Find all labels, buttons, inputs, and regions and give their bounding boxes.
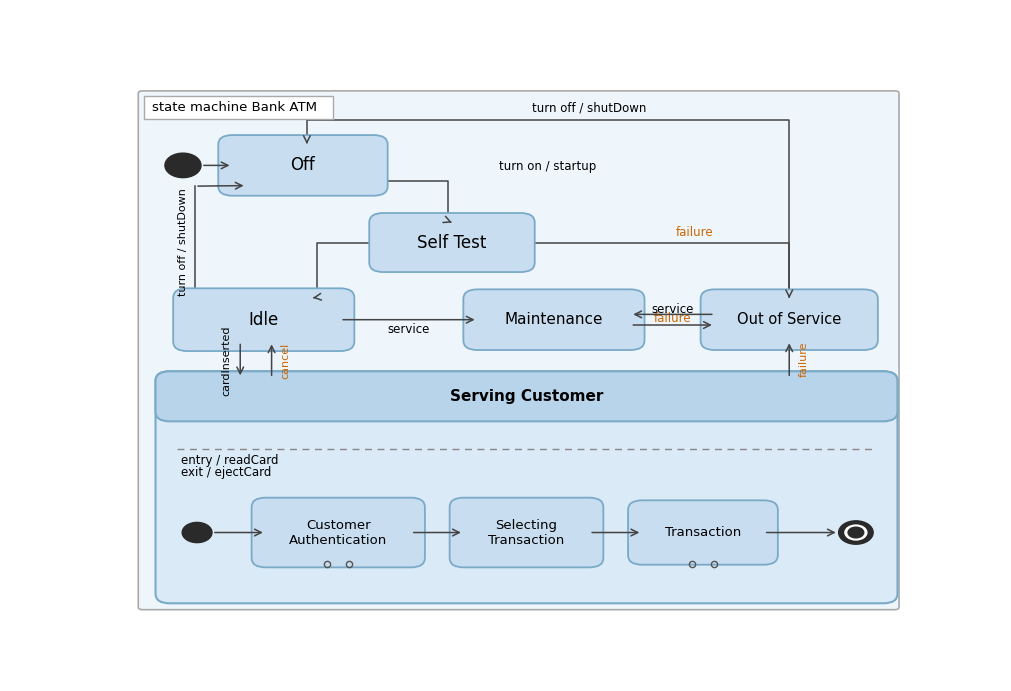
FancyBboxPatch shape bbox=[700, 290, 877, 350]
FancyBboxPatch shape bbox=[173, 288, 354, 351]
Text: exit / ejectCard: exit / ejectCard bbox=[181, 466, 272, 479]
Text: cancel: cancel bbox=[280, 343, 290, 379]
Text: Out of Service: Out of Service bbox=[736, 312, 840, 328]
Text: failure: failure bbox=[653, 312, 691, 325]
Text: turn off / shutDown: turn off / shutDown bbox=[178, 189, 188, 296]
Text: Maintenance: Maintenance bbox=[504, 312, 603, 328]
Text: Customer
Authentication: Customer Authentication bbox=[289, 518, 387, 547]
Text: turn off / shutDown: turn off / shutDown bbox=[532, 102, 646, 115]
FancyBboxPatch shape bbox=[628, 500, 777, 565]
FancyBboxPatch shape bbox=[463, 290, 644, 350]
Text: Self Test: Self Test bbox=[417, 234, 486, 252]
Text: service: service bbox=[387, 323, 430, 336]
Circle shape bbox=[182, 522, 211, 542]
Text: Off: Off bbox=[290, 156, 315, 174]
Circle shape bbox=[165, 153, 201, 178]
FancyBboxPatch shape bbox=[369, 213, 534, 272]
Text: Selecting
Transaction: Selecting Transaction bbox=[488, 518, 564, 547]
FancyBboxPatch shape bbox=[156, 371, 897, 422]
FancyBboxPatch shape bbox=[252, 498, 425, 567]
FancyBboxPatch shape bbox=[156, 371, 897, 603]
Circle shape bbox=[838, 521, 872, 545]
FancyBboxPatch shape bbox=[218, 135, 387, 196]
Text: state machine Bank ATM: state machine Bank ATM bbox=[153, 101, 317, 114]
Circle shape bbox=[844, 525, 866, 540]
Circle shape bbox=[847, 527, 863, 538]
Text: failure: failure bbox=[675, 227, 713, 240]
Text: Idle: Idle bbox=[249, 311, 279, 329]
Text: failure: failure bbox=[798, 341, 808, 377]
Text: service: service bbox=[651, 303, 694, 316]
Text: turn on / startup: turn on / startup bbox=[498, 160, 595, 173]
FancyBboxPatch shape bbox=[139, 91, 898, 609]
FancyBboxPatch shape bbox=[449, 498, 603, 567]
Text: Transaction: Transaction bbox=[664, 526, 740, 539]
FancyBboxPatch shape bbox=[144, 95, 333, 119]
Text: Serving Customer: Serving Customer bbox=[449, 389, 603, 404]
Text: entry / readCard: entry / readCard bbox=[181, 454, 279, 467]
Text: cardInserted: cardInserted bbox=[220, 326, 231, 397]
